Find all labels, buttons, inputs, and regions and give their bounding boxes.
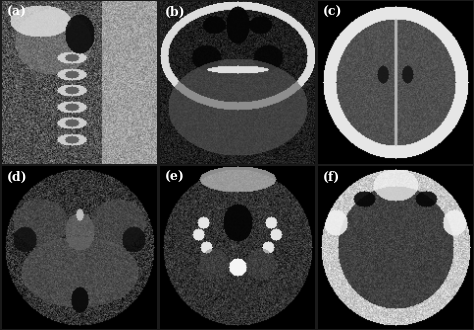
Text: (a): (a) <box>7 6 27 19</box>
Text: (e): (e) <box>164 171 184 184</box>
Text: (f): (f) <box>322 171 340 184</box>
Text: (c): (c) <box>322 6 342 19</box>
Text: (b): (b) <box>164 6 185 19</box>
Text: (d): (d) <box>7 171 27 184</box>
